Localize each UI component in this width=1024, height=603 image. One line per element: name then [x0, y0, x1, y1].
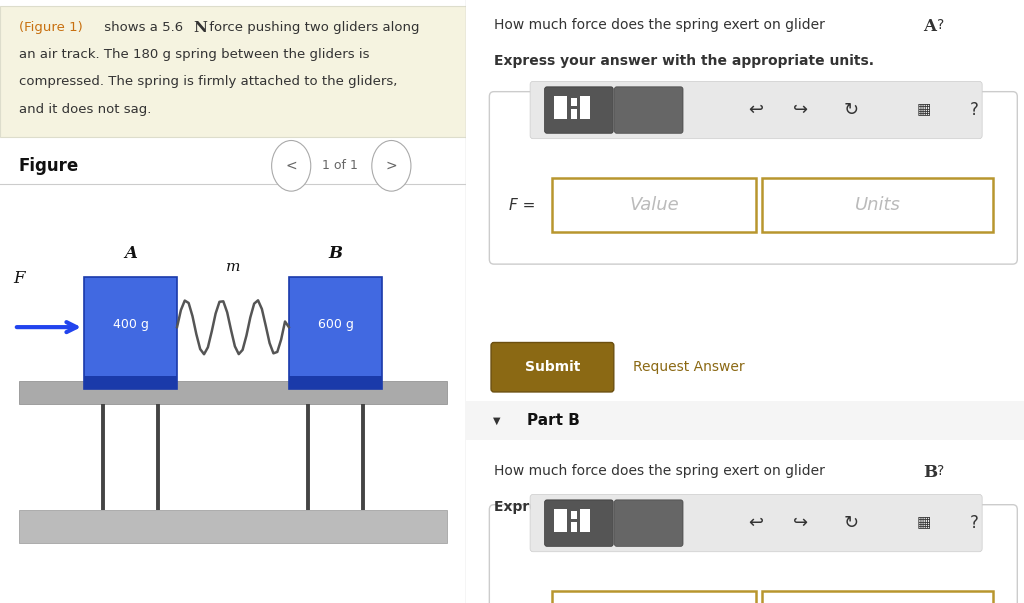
Bar: [571, 98, 577, 106]
Text: Value: Value: [630, 196, 679, 214]
Text: >: >: [386, 159, 397, 173]
Text: A: A: [124, 245, 137, 262]
Text: m: m: [225, 260, 241, 274]
FancyBboxPatch shape: [489, 92, 1017, 264]
Bar: [18, 381, 447, 404]
FancyBboxPatch shape: [492, 343, 613, 392]
Bar: [552, 178, 756, 232]
Text: ▦: ▦: [916, 516, 931, 531]
Bar: [762, 591, 993, 603]
Text: 400 g: 400 g: [113, 318, 148, 330]
Text: Part B: Part B: [527, 413, 581, 428]
Text: Figure: Figure: [18, 157, 79, 175]
Bar: [581, 509, 591, 532]
Bar: [466, 401, 1024, 440]
Text: Express your answer with the appropriate units.: Express your answer with the appropriate…: [494, 500, 873, 514]
FancyBboxPatch shape: [614, 87, 683, 133]
Bar: [581, 96, 591, 119]
Bar: [552, 591, 756, 603]
Text: N: N: [194, 21, 207, 35]
Text: compressed. The spring is firmly attached to the gliders,: compressed. The spring is firmly attache…: [18, 75, 397, 89]
Text: μÅ: μÅ: [639, 516, 658, 531]
FancyBboxPatch shape: [530, 81, 982, 139]
Bar: [762, 178, 993, 232]
Text: Submit: Submit: [524, 360, 581, 374]
Text: force pushing two gliders along: force pushing two gliders along: [205, 21, 420, 34]
FancyBboxPatch shape: [545, 500, 613, 546]
Text: ↻: ↻: [844, 514, 858, 532]
Text: ▦: ▦: [916, 103, 931, 118]
Bar: [84, 277, 177, 389]
Circle shape: [372, 140, 411, 191]
Text: Request Answer: Request Answer: [633, 360, 745, 374]
Text: ↩: ↩: [749, 514, 764, 532]
Text: shows a 5.6: shows a 5.6: [100, 21, 187, 34]
FancyBboxPatch shape: [530, 494, 982, 552]
Text: How much force does the spring exert on glider: How much force does the spring exert on …: [494, 464, 829, 478]
Text: F: F: [13, 270, 25, 288]
Text: Units: Units: [855, 196, 900, 214]
Bar: [554, 509, 567, 532]
Text: ↻: ↻: [844, 101, 858, 119]
Text: and it does not sag.: and it does not sag.: [18, 103, 151, 116]
Text: μÅ: μÅ: [639, 103, 658, 118]
Text: ?: ?: [970, 514, 978, 532]
FancyBboxPatch shape: [489, 505, 1017, 603]
Text: A: A: [924, 18, 937, 35]
Bar: [289, 376, 382, 389]
Text: (Figure 1): (Figure 1): [18, 21, 82, 34]
Text: ↪: ↪: [794, 514, 808, 532]
Text: ↪: ↪: [794, 101, 808, 119]
Text: ?: ?: [970, 101, 978, 119]
FancyBboxPatch shape: [545, 87, 613, 133]
Bar: [84, 376, 177, 389]
Bar: [571, 109, 577, 119]
Text: ?: ?: [938, 464, 945, 478]
Bar: [289, 277, 382, 389]
FancyBboxPatch shape: [614, 500, 683, 546]
Bar: [571, 522, 577, 532]
Text: an air track. The 180 g spring between the gliders is: an air track. The 180 g spring between t…: [18, 48, 369, 62]
Text: <: <: [286, 159, 297, 173]
FancyBboxPatch shape: [0, 6, 466, 137]
Text: B: B: [329, 245, 342, 262]
Circle shape: [271, 140, 310, 191]
Text: Express your answer with the appropriate units.: Express your answer with the appropriate…: [494, 54, 873, 68]
Text: 1 of 1: 1 of 1: [323, 159, 358, 172]
Bar: [571, 511, 577, 519]
Bar: [18, 510, 447, 543]
Text: ↩: ↩: [749, 101, 764, 119]
Text: ?: ?: [938, 18, 945, 32]
Text: F =: F =: [509, 198, 535, 212]
Text: 600 g: 600 g: [317, 318, 353, 330]
Text: ▼: ▼: [493, 415, 501, 426]
Text: How much force does the spring exert on glider: How much force does the spring exert on …: [494, 18, 829, 32]
Text: B: B: [924, 464, 938, 481]
Bar: [554, 96, 567, 119]
